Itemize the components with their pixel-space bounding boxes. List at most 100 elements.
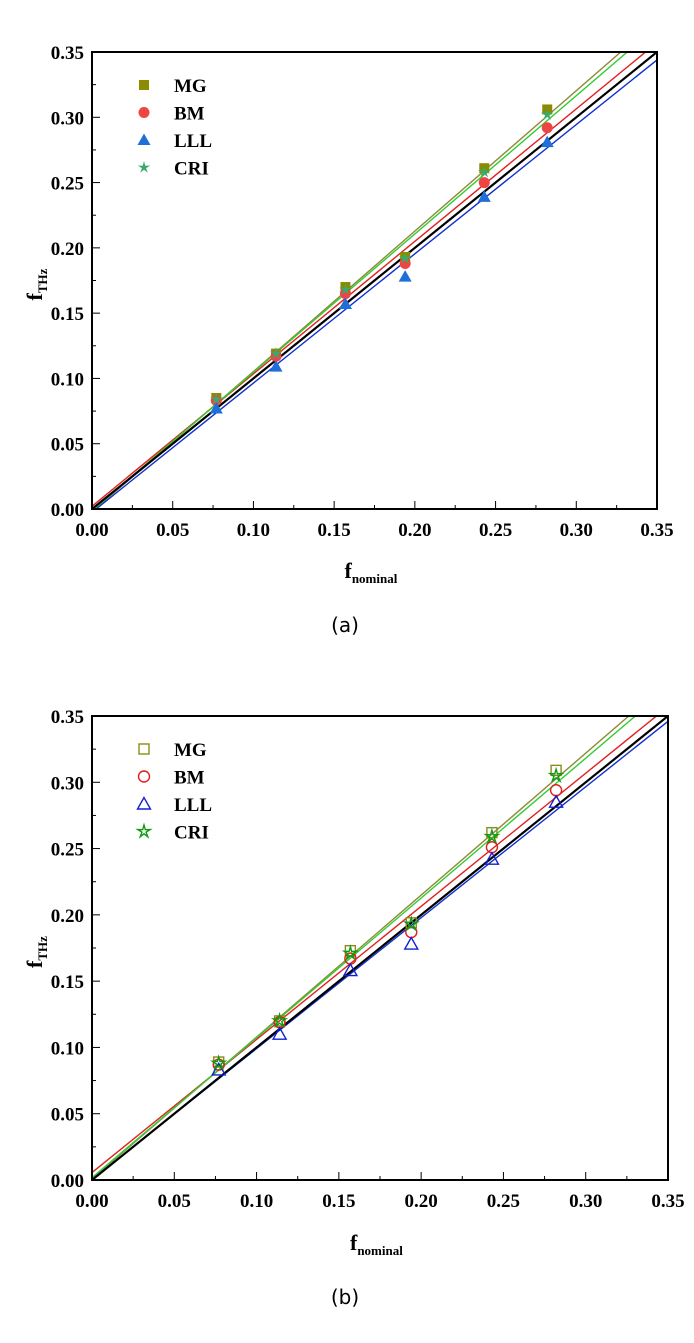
x-tick-label: 0.30 bbox=[560, 520, 593, 541]
data-point-lll bbox=[338, 297, 352, 310]
plot-area bbox=[92, 52, 657, 509]
y-axis-label-main: f bbox=[22, 293, 47, 301]
data-point-lll bbox=[540, 135, 554, 148]
data-point-lll bbox=[548, 794, 564, 808]
data-point-cri bbox=[541, 108, 554, 120]
reference-line bbox=[92, 52, 657, 509]
y-axis-label: fTHz bbox=[22, 268, 50, 300]
y-tick-label: 0.20 bbox=[51, 906, 84, 927]
x-tick-label: 0.05 bbox=[156, 520, 189, 541]
legend-label-bm: BM bbox=[174, 768, 205, 789]
x-axis-label-main: f bbox=[345, 558, 353, 583]
data-point-bm bbox=[339, 288, 351, 300]
data-point-bm bbox=[485, 841, 499, 854]
legend: MG BM LLL CRI bbox=[135, 740, 212, 844]
x-axis-label-sub: nominal bbox=[352, 571, 398, 586]
y-tick-label: 0.00 bbox=[51, 500, 84, 521]
x-tick-label: 0.10 bbox=[237, 520, 270, 541]
y-tick-label: 0.05 bbox=[51, 435, 84, 456]
x-tick-label: 0.35 bbox=[640, 520, 673, 541]
x-tick-label: 0.20 bbox=[398, 520, 431, 541]
y-tick-label: 0.05 bbox=[51, 1105, 84, 1126]
legend-label-mg: MG bbox=[174, 740, 207, 761]
x-tick-label: 0.00 bbox=[75, 1191, 108, 1212]
figure-caption: (a) bbox=[331, 613, 359, 637]
data-point-lll bbox=[211, 1062, 227, 1076]
y-tick-label: 0.30 bbox=[51, 108, 84, 129]
data-point-cri bbox=[547, 766, 565, 784]
data-point-lll bbox=[271, 1026, 288, 1040]
fit-line-cri bbox=[92, 716, 637, 1179]
data-point-cri bbox=[210, 1054, 228, 1071]
x-tick-label: 0.15 bbox=[318, 520, 351, 541]
legend-marker-bm bbox=[137, 770, 151, 783]
fit-line-bm bbox=[92, 716, 658, 1174]
legend-marker-lll bbox=[137, 133, 151, 145]
legend-label-lll: LLL bbox=[174, 131, 212, 152]
chart-a: 0.00 0.05 0.10 0.15 0.20 0.25 0.30 0.35 0.00 0.05… bbox=[22, 43, 674, 637]
legend-marker-lll bbox=[136, 796, 152, 810]
y-tick-label: 0.35 bbox=[51, 707, 84, 728]
data-point-bm bbox=[549, 784, 563, 797]
legend-label-cri: CRI bbox=[174, 159, 209, 180]
x-axis-label-main: f bbox=[350, 1230, 358, 1255]
y-tick-label: 0.25 bbox=[51, 840, 84, 861]
y-tick-label: 0.10 bbox=[51, 369, 84, 390]
data-point-lll bbox=[209, 401, 223, 414]
data-point-lll bbox=[269, 360, 283, 372]
data-point-cri bbox=[270, 1011, 289, 1029]
chart-b: 0.00 0.05 0.10 0.15 0.20 0.25 0.30 0.35 0.00 0.05… bbox=[22, 707, 685, 1309]
x-axis-label: fnominal bbox=[350, 1230, 403, 1258]
data-point-cri bbox=[402, 915, 420, 932]
y-tick-label: 0.30 bbox=[51, 773, 84, 794]
y-tick-label: 0.10 bbox=[51, 1038, 84, 1059]
data-point-cri bbox=[478, 165, 491, 178]
legend-marker-mg bbox=[138, 743, 150, 755]
x-tick-label: 0.10 bbox=[240, 1191, 273, 1212]
x-tick-label: 0.15 bbox=[322, 1191, 355, 1212]
legend-label-mg: MG bbox=[174, 76, 207, 97]
reference-line bbox=[92, 716, 668, 1180]
fit-line-lll bbox=[95, 59, 657, 509]
y-tick-label: 0.15 bbox=[51, 972, 84, 993]
legend-marker-cri bbox=[137, 161, 151, 173]
data-point-bm bbox=[541, 122, 553, 134]
legend-label-cri: CRI bbox=[174, 823, 209, 844]
data-point-cri bbox=[210, 392, 223, 405]
figure-caption: (b) bbox=[331, 1285, 359, 1309]
x-axis-label: fnominal bbox=[345, 558, 398, 586]
y-tick-label: 0.35 bbox=[51, 43, 84, 64]
y-axis-label-sub: THz bbox=[35, 936, 50, 961]
legend: MG BM LLL CRI bbox=[137, 76, 212, 180]
legend-marker-bm bbox=[138, 107, 150, 118]
x-tick-label: 0.35 bbox=[651, 1191, 684, 1212]
x-tick-label: 0.25 bbox=[487, 1191, 520, 1212]
y-tick-label: 0.20 bbox=[51, 239, 84, 260]
data-point-cri bbox=[483, 827, 501, 844]
legend-label-bm: BM bbox=[174, 104, 205, 125]
data-point-cri bbox=[339, 283, 352, 295]
legend-marker-cri bbox=[135, 822, 153, 839]
x-tick-label: 0.30 bbox=[569, 1191, 602, 1212]
x-tick-label: 0.00 bbox=[75, 520, 108, 541]
data-point-mg bbox=[550, 764, 562, 777]
data-point-lll bbox=[403, 936, 419, 950]
y-axis-label-sub: THz bbox=[35, 268, 50, 293]
y-tick-label: 0.15 bbox=[51, 304, 84, 325]
legend-label-lll: LLL bbox=[174, 795, 212, 816]
x-tick-label: 0.20 bbox=[405, 1191, 438, 1212]
fit-line-cri bbox=[92, 52, 629, 509]
data-point-cri bbox=[341, 944, 360, 961]
y-tick-label: 0.25 bbox=[51, 174, 84, 195]
y-tick-label: 0.00 bbox=[51, 1171, 84, 1192]
legend-marker-mg bbox=[139, 80, 149, 90]
x-tick-label: 0.25 bbox=[479, 520, 512, 541]
x-axis-label-sub: nominal bbox=[357, 1243, 403, 1258]
data-point-bm bbox=[478, 177, 490, 189]
data-point-cri bbox=[269, 347, 283, 359]
data-point-cri bbox=[399, 251, 412, 264]
y-axis-label: fTHz bbox=[22, 936, 50, 968]
data-point-lll bbox=[477, 190, 491, 202]
y-axis-label-main: f bbox=[22, 960, 47, 968]
